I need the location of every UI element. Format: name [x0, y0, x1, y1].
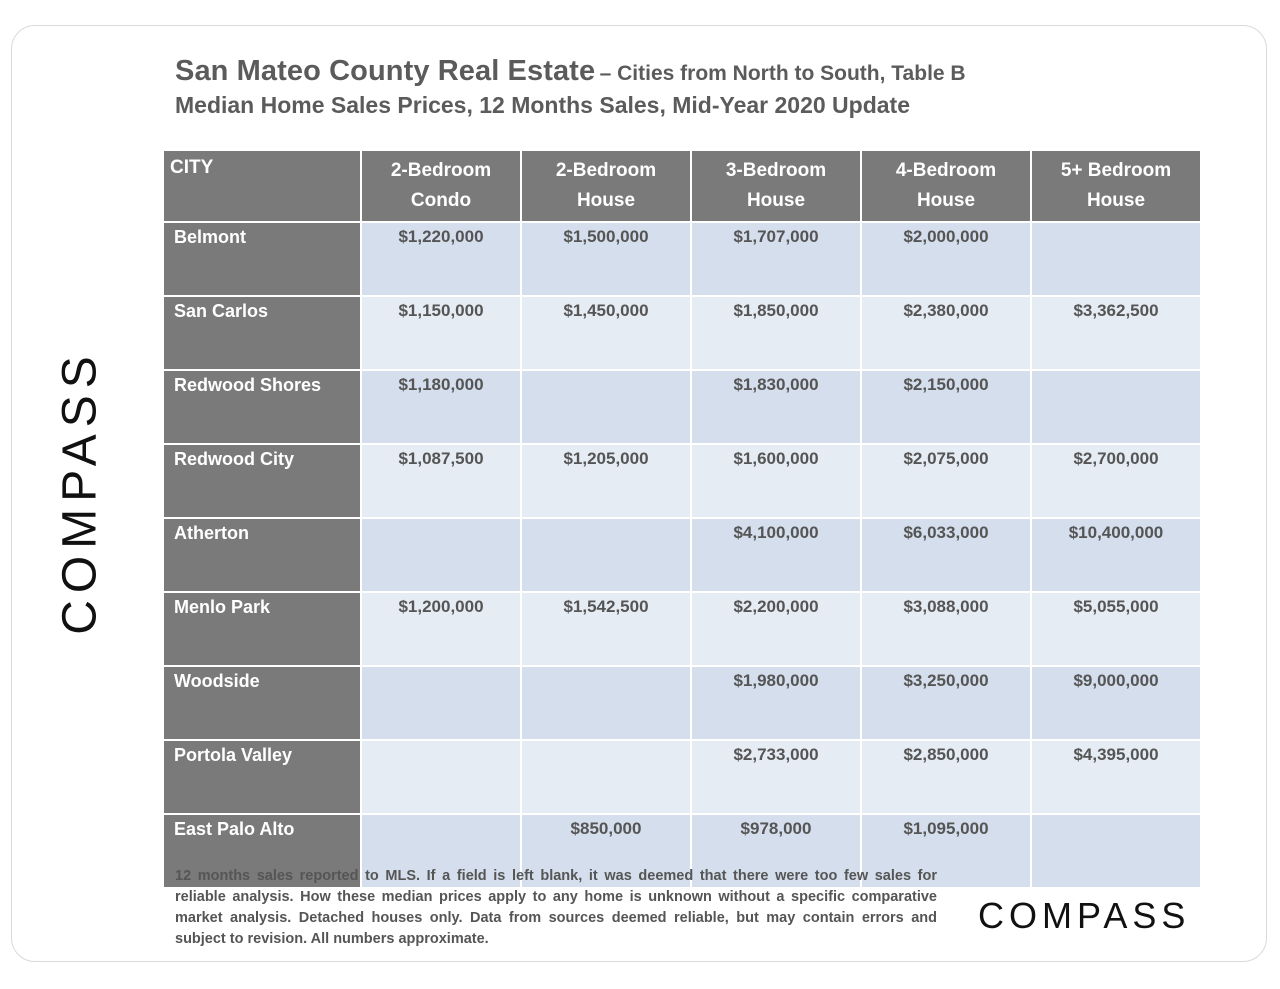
price-cell: $3,088,000	[862, 593, 1030, 665]
table-row: Redwood City $1,087,500 $1,205,000 $1,600,0…	[164, 445, 1200, 517]
table-row: Atherton $4,100,000 $6,033,000 $10,400,000	[164, 519, 1200, 591]
bottom-compass-logo: COMPASS	[978, 895, 1191, 936]
column-header: 2-Bedroom House	[522, 151, 690, 221]
column-header-line-1: 2-Bedroom	[390, 160, 492, 181]
price-cell	[1032, 815, 1200, 887]
column-header-line-1: 2-Bedroom	[555, 160, 657, 181]
price-cell: $2,000,000	[862, 223, 1030, 295]
price-cell: $1,707,000	[692, 223, 860, 295]
footnote: 12 months sales reported to MLS. If a fi…	[175, 868, 937, 947]
price-cell	[362, 741, 520, 813]
price-cell: $10,400,000	[1032, 519, 1200, 591]
column-header-line-1: 3-Bedroom	[725, 160, 827, 181]
column-header: 5+ Bedroom House	[1032, 151, 1200, 221]
price-cell	[362, 519, 520, 591]
price-cell: $1,980,000	[692, 667, 860, 739]
column-header-line-2: House	[1086, 190, 1146, 211]
city-cell: Woodside	[164, 667, 360, 739]
column-header-city: CITY	[164, 151, 360, 221]
column-header-line-2: House	[916, 190, 976, 211]
header-row: CITY 2-Bedroom Condo 2-Bedroom House 3-Bedroo…	[164, 151, 1200, 221]
column-header-line-2: Condo	[410, 190, 472, 211]
price-cell	[1032, 223, 1200, 295]
title-sub: – Cities from North to South, Table B	[599, 62, 966, 85]
city-cell: Belmont	[164, 223, 360, 295]
title-line-2: Median Home Sales Prices, 12 Months Sale…	[175, 92, 911, 118]
price-cell: $5,055,000	[1032, 593, 1200, 665]
price-cell: $1,205,000	[522, 445, 690, 517]
price-cell: $850,000	[522, 815, 690, 887]
price-cell	[1032, 371, 1200, 443]
price-cell: $2,380,000	[862, 297, 1030, 369]
price-cell: $1,150,000	[362, 297, 520, 369]
table-row: East Palo Alto $850,000 $978,000 $1,095,000	[164, 815, 1200, 887]
city-cell: San Carlos	[164, 297, 360, 369]
city-cell: Redwood City	[164, 445, 360, 517]
column-header: 4-Bedroom House	[862, 151, 1030, 221]
price-cell: $1,220,000	[362, 223, 520, 295]
title-line-1: San Mateo County Real Estate – Cities fr…	[175, 55, 966, 88]
price-cell: $1,450,000	[522, 297, 690, 369]
column-header: 2-Bedroom Condo	[362, 151, 520, 221]
price-cell: $9,000,000	[1032, 667, 1200, 739]
title-block: San Mateo County Real Estate – Cities fr…	[175, 55, 966, 119]
table-row: Portola Valley $2,733,000 $2,850,000 $4,395…	[164, 741, 1200, 813]
table-body: Belmont $1,220,000 $1,500,000 $1,707,000 $2,…	[164, 223, 1200, 887]
column-header-line-2: House	[746, 190, 806, 211]
price-cell: $2,075,000	[862, 445, 1030, 517]
price-cell: $6,033,000	[862, 519, 1030, 591]
price-cell	[362, 667, 520, 739]
column-header-line-2: House	[576, 190, 636, 211]
price-cell: $2,850,000	[862, 741, 1030, 813]
price-cell: $978,000	[692, 815, 860, 887]
city-cell: Atherton	[164, 519, 360, 591]
price-cell	[522, 519, 690, 591]
price-cell: $2,150,000	[862, 371, 1030, 443]
price-cell: $1,200,000	[362, 593, 520, 665]
price-cell: $4,100,000	[692, 519, 860, 591]
price-cell	[522, 741, 690, 813]
price-cell: $1,850,000	[692, 297, 860, 369]
title-main: San Mateo County Real Estate	[175, 55, 596, 87]
price-cell: $1,500,000	[522, 223, 690, 295]
city-cell: Redwood Shores	[164, 371, 360, 443]
table-row: San Carlos $1,150,000 $1,450,000 $1,850,000…	[164, 297, 1200, 369]
table-row: Redwood Shores $1,180,000 $1,830,000 $2,150…	[164, 371, 1200, 443]
column-header-line-1: CITY	[170, 157, 214, 178]
price-cell: $1,180,000	[362, 371, 520, 443]
city-cell: Menlo Park	[164, 593, 360, 665]
price-cell: $3,250,000	[862, 667, 1030, 739]
price-cell: $1,600,000	[692, 445, 860, 517]
column-header-line-1: 4-Bedroom	[895, 160, 997, 181]
table-row: Woodside $1,980,000 $3,250,000 $9,000,000	[164, 667, 1200, 739]
price-cell: $2,700,000	[1032, 445, 1200, 517]
price-cell: $2,733,000	[692, 741, 860, 813]
price-cell: $1,542,500	[522, 593, 690, 665]
city-cell: East Palo Alto	[164, 815, 360, 887]
table-row: Belmont $1,220,000 $1,500,000 $1,707,000 $2,…	[164, 223, 1200, 295]
column-header-line-1: 5+ Bedroom	[1060, 160, 1172, 181]
price-cell	[362, 815, 520, 887]
price-cell: $3,362,500	[1032, 297, 1200, 369]
side-compass-logo: COMPASS	[53, 349, 107, 635]
price-cell	[522, 371, 690, 443]
city-cell: Portola Valley	[164, 741, 360, 813]
column-header: 3-Bedroom House	[692, 151, 860, 221]
price-cell	[522, 667, 690, 739]
price-cell: $2,200,000	[692, 593, 860, 665]
price-cell: $1,087,500	[362, 445, 520, 517]
price-table: CITY 2-Bedroom Condo 2-Bedroom House 3-Bedroo…	[162, 149, 1202, 889]
price-cell: $1,095,000	[862, 815, 1030, 887]
price-cell: $4,395,000	[1032, 741, 1200, 813]
price-cell: $1,830,000	[692, 371, 860, 443]
table-row: Menlo Park $1,200,000 $1,542,500 $2,200,000…	[164, 593, 1200, 665]
